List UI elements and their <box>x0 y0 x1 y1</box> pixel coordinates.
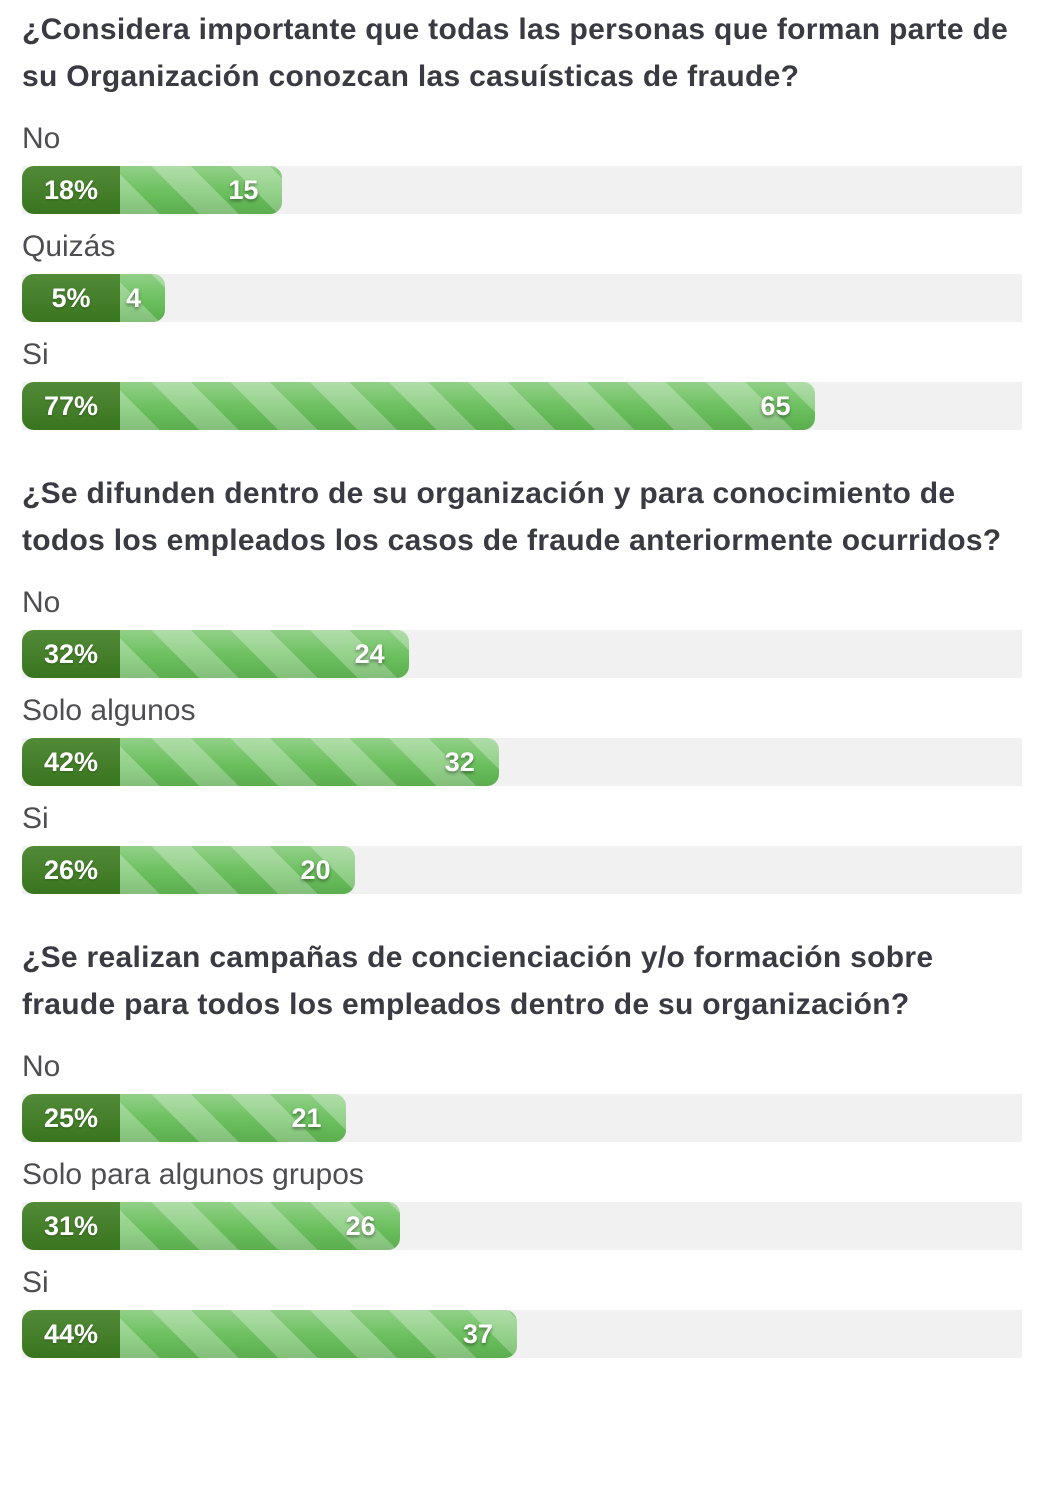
question-options: No 18% 15 Quizás 5% 4 <box>22 122 1022 430</box>
bar-fill: 42% 32 <box>22 738 499 786</box>
bar-percent-label: 26% <box>22 846 120 894</box>
bar-percent-label: 25% <box>22 1094 120 1142</box>
bar-track: 18% 15 <box>22 166 1022 214</box>
bar-stripe-area: 20 <box>120 846 355 894</box>
bar-stripe-area: 21 <box>120 1094 346 1142</box>
question-title: ¿Se realizan campañas de concienciación … <box>22 941 934 1021</box>
bar-count-label: 26 <box>345 1210 376 1241</box>
answer-option: No 18% 15 <box>22 122 1022 214</box>
bar-stripe-area: 37 <box>120 1310 517 1358</box>
bar-count-label: 20 <box>300 854 331 885</box>
question-block-1: ¿Considera importante que todas las pers… <box>22 6 1022 430</box>
answer-option: No 32% 24 <box>22 586 1022 678</box>
question-title: ¿Se difunden dentro de su organización y… <box>22 477 1002 557</box>
answer-label: Si <box>22 1266 49 1299</box>
answer-option: Solo para algunos grupos 31% 26 <box>22 1158 1022 1250</box>
bar-percent-label: 42% <box>22 738 120 786</box>
bar-fill: 26% 20 <box>22 846 355 894</box>
answer-option: No 25% 21 <box>22 1050 1022 1142</box>
answer-option: Solo algunos 42% 32 <box>22 694 1022 786</box>
question-options: No 25% 21 Solo para algunos grupos 31% <box>22 1050 1022 1358</box>
bar-count-label: 15 <box>228 174 259 205</box>
bar-percent-label: 77% <box>22 382 120 430</box>
bar-stripe-area: 4 <box>120 274 166 322</box>
answer-label: Solo para algunos grupos <box>22 1158 364 1191</box>
answer-label: No <box>22 122 61 155</box>
bar-count-label: 65 <box>760 390 791 421</box>
bar-stripe-area: 26 <box>120 1202 400 1250</box>
question-block-2: ¿Se difunden dentro de su organización y… <box>22 470 1022 894</box>
bar-stripe-area: 65 <box>120 382 815 430</box>
bar-percent-label: 5% <box>22 274 120 322</box>
question-block-3: ¿Se realizan campañas de concienciación … <box>22 934 1022 1358</box>
bar-fill: 18% 15 <box>22 166 283 214</box>
answer-option: Quizás 5% 4 <box>22 230 1022 322</box>
bar-fill: 5% 4 <box>22 274 166 322</box>
bar-track: 5% 4 <box>22 274 1022 322</box>
bar-count-label: 32 <box>444 746 475 777</box>
bar-fill: 32% 24 <box>22 630 409 678</box>
bar-track: 77% 65 <box>22 382 1022 430</box>
bar-track: 42% 32 <box>22 738 1022 786</box>
bar-stripe-area: 24 <box>120 630 409 678</box>
answer-label: No <box>22 1050 61 1083</box>
answer-label: Quizás <box>22 230 116 263</box>
answer-option: Si 26% 20 <box>22 802 1022 894</box>
answer-option: Si 77% 65 <box>22 338 1022 430</box>
survey-results-page: ¿Considera importante que todas las pers… <box>22 6 1022 1358</box>
bar-count-label: 37 <box>462 1318 493 1349</box>
bar-percent-label: 31% <box>22 1202 120 1250</box>
bar-fill: 31% 26 <box>22 1202 400 1250</box>
answer-label: No <box>22 586 61 619</box>
bar-percent-label: 32% <box>22 630 120 678</box>
bar-fill: 44% 37 <box>22 1310 517 1358</box>
bar-stripe-area: 32 <box>120 738 499 786</box>
answer-option: Si 44% 37 <box>22 1266 1022 1358</box>
bar-fill: 77% 65 <box>22 382 815 430</box>
bar-count-label: 21 <box>291 1102 322 1133</box>
bar-percent-label: 18% <box>22 166 120 214</box>
bar-stripe-area: 15 <box>120 166 283 214</box>
question-options: No 32% 24 Solo algunos 42% <box>22 586 1022 894</box>
answer-label: Si <box>22 802 49 835</box>
bar-count-label: 4 <box>126 282 142 313</box>
answer-label: Si <box>22 338 49 371</box>
bar-track: 32% 24 <box>22 630 1022 678</box>
bar-count-label: 24 <box>354 638 385 669</box>
question-title: ¿Considera importante que todas las pers… <box>22 13 1009 93</box>
answer-label: Solo algunos <box>22 694 196 727</box>
bar-track: 44% 37 <box>22 1310 1022 1358</box>
bar-track: 25% 21 <box>22 1094 1022 1142</box>
bar-fill: 25% 21 <box>22 1094 346 1142</box>
bar-percent-label: 44% <box>22 1310 120 1358</box>
bar-track: 31% 26 <box>22 1202 1022 1250</box>
bar-track: 26% 20 <box>22 846 1022 894</box>
